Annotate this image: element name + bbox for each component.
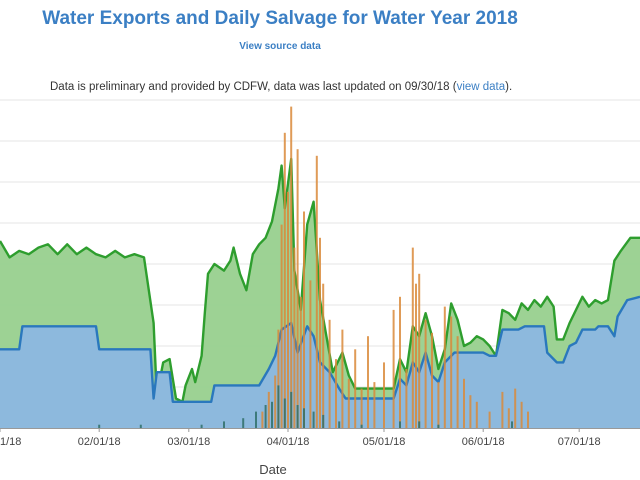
salvage-bar-orange xyxy=(424,319,427,428)
salvage-bar-orange xyxy=(319,237,321,428)
salvage-bar-orange xyxy=(383,362,385,428)
salvage-bar-orange xyxy=(507,408,510,428)
salvage-bar-orange xyxy=(431,332,433,428)
salvage-bar-orange xyxy=(322,283,325,428)
salvage-bar-orange xyxy=(514,388,517,428)
salvage-bar-teal xyxy=(437,424,440,428)
salvage-bar-orange xyxy=(277,329,280,428)
view-source-data-link[interactable]: View source data xyxy=(239,41,321,52)
salvage-bar-teal xyxy=(418,421,421,428)
x-tick-label: 06/01/18 xyxy=(462,436,505,448)
salvage-bar-teal xyxy=(223,421,225,428)
data-note: Data is preliminary and provided by CDFW… xyxy=(50,81,640,93)
salvage-bar-orange xyxy=(335,359,337,428)
salvage-bar-orange xyxy=(267,391,270,428)
salvage-bar-orange xyxy=(501,391,504,428)
salvage-bar-orange xyxy=(280,224,283,428)
salvage-bar-orange xyxy=(437,382,440,428)
salvage-bar-orange xyxy=(287,191,289,428)
salvage-bar-orange xyxy=(309,280,312,428)
salvage-bar-orange xyxy=(274,375,277,428)
x-tick-label: 02/01/18 xyxy=(78,436,121,448)
salvage-bar-orange xyxy=(296,149,299,428)
bar-layer xyxy=(98,106,529,429)
salvage-bar-orange xyxy=(405,369,408,428)
salvage-bar-teal xyxy=(242,418,245,428)
x-tick-label: 05/01/18 xyxy=(363,436,406,448)
salvage-bar-teal xyxy=(312,411,315,428)
salvage-bar-teal xyxy=(322,414,325,428)
salvage-bar-teal xyxy=(139,424,142,428)
salvage-bar-orange xyxy=(367,336,369,428)
salvage-bar-orange xyxy=(520,401,523,428)
salvage-bar-orange xyxy=(293,247,296,428)
x-axis-title: Date xyxy=(259,462,286,477)
salvage-bar-orange xyxy=(299,296,302,428)
x-tick-label: 01/01/18 xyxy=(0,436,21,448)
salvage-bar-teal xyxy=(98,424,101,428)
salvage-bar-teal xyxy=(303,408,305,428)
salvage-bar-orange xyxy=(418,273,421,428)
salvage-bar-orange xyxy=(315,155,318,429)
salvage-bar-teal xyxy=(255,411,257,428)
salvage-bar-orange xyxy=(261,411,264,428)
chart-title: Water Exports and Daily Salvage for Wate… xyxy=(42,8,518,29)
salvage-bar-teal xyxy=(264,405,267,428)
salvage-bar-orange xyxy=(415,283,417,428)
salvage-bar-orange xyxy=(469,395,472,428)
salvage-bar-orange xyxy=(373,382,376,428)
salvage-bar-orange xyxy=(463,378,465,428)
salvage-bar-teal xyxy=(511,421,513,428)
salvage-bar-orange xyxy=(450,316,453,428)
salvage-bar-orange xyxy=(341,329,344,428)
salvage-bar-orange xyxy=(475,401,478,428)
salvage-bar-teal xyxy=(271,401,273,428)
view-data-link[interactable]: view data xyxy=(456,81,506,93)
salvage-bar-teal xyxy=(338,421,341,428)
salvage-bar-teal xyxy=(277,385,280,428)
x-tick-label: 04/01/18 xyxy=(267,436,310,448)
salvage-bar-teal xyxy=(290,391,293,428)
salvage-bar-orange xyxy=(443,306,446,428)
salvage-bar-orange xyxy=(392,309,395,428)
salvage-bar-orange xyxy=(360,388,363,428)
salvage-bar-teal xyxy=(200,424,203,428)
salvage-bar-orange xyxy=(411,247,414,428)
x-tick-label: 07/01/18 xyxy=(558,436,601,448)
salvage-bar-teal xyxy=(296,405,299,428)
salvage-bar-orange xyxy=(283,132,286,429)
note-prefix: Data is preliminary and provided by CDFW… xyxy=(50,81,457,93)
salvage-bar-orange xyxy=(488,411,491,428)
salvage-bar-orange xyxy=(527,411,529,428)
salvage-bar-teal xyxy=(399,421,401,428)
salvage-bar-orange xyxy=(347,378,350,428)
salvage-bar-orange xyxy=(354,349,357,428)
x-tick-label: 03/01/18 xyxy=(167,436,210,448)
salvage-bar-orange xyxy=(456,336,459,428)
x-tick-labels: 01/01/18 02/01/18 03/01/18 04/01/18 05/01/18… xyxy=(0,428,601,448)
salvage-bar-orange xyxy=(303,211,305,428)
salvage-bar-teal xyxy=(283,398,286,428)
salvage-bar-orange xyxy=(328,319,331,428)
note-suffix: ). xyxy=(505,81,513,93)
salvage-bar-teal xyxy=(360,424,363,428)
salvage-bar-orange xyxy=(290,106,293,428)
salvage-bar-orange xyxy=(399,296,401,428)
